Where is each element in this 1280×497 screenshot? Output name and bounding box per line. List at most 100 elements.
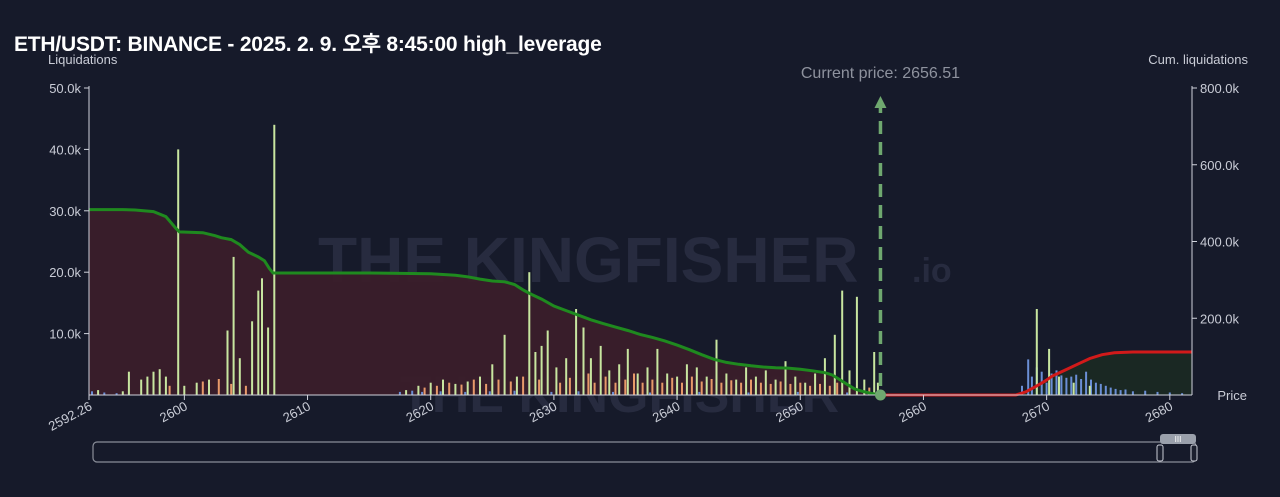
bar-blue <box>1094 382 1097 395</box>
x-tick-label: 2600 <box>157 398 190 425</box>
bar-orange <box>217 379 220 395</box>
bar-green <box>794 376 797 395</box>
bar-blue <box>421 391 424 395</box>
bar-green <box>540 345 543 395</box>
bar-green <box>261 278 263 395</box>
bar-blue <box>1090 379 1092 395</box>
bar-blue <box>1114 388 1117 395</box>
left-tick-label: 10.0k <box>49 327 81 342</box>
bar-blue <box>796 391 799 395</box>
watermark-text-suffix: .io <box>912 252 952 290</box>
current-price-arrow <box>874 96 887 108</box>
bar-orange <box>587 373 590 395</box>
current-price-dot <box>874 389 886 401</box>
bar-blue <box>1156 391 1159 395</box>
scrollbar-right-handle[interactable] <box>1190 444 1198 462</box>
bar-blue <box>1021 385 1023 395</box>
right-tick-label: 200.0k <box>1200 311 1240 326</box>
bar-green <box>656 348 659 395</box>
bar-orange <box>509 381 512 395</box>
bar-blue <box>1144 390 1147 395</box>
bar-green <box>608 370 611 395</box>
bar-orange <box>740 382 743 395</box>
bar-orange <box>759 382 762 395</box>
bar-orange <box>485 383 488 395</box>
bar-orange <box>710 379 713 395</box>
bar-blue <box>1055 370 1058 395</box>
left-axis-label: Liquidations <box>48 52 118 67</box>
bar-green <box>589 358 592 395</box>
bar-green <box>1088 385 1091 395</box>
bar-orange <box>244 385 247 395</box>
bar-green <box>841 290 844 395</box>
bar-green <box>725 373 728 395</box>
bar-blue <box>1119 390 1122 395</box>
liquidation-bars <box>91 124 1184 396</box>
bar-orange <box>593 382 596 395</box>
bar-blue <box>612 391 614 395</box>
bar-orange <box>868 387 871 395</box>
bar-green <box>848 370 851 395</box>
bar-green <box>754 376 757 395</box>
bar-blue <box>1099 383 1102 395</box>
bar-green <box>863 379 866 395</box>
bar-green <box>183 385 186 395</box>
bar-blue <box>488 391 491 395</box>
scrollbar-track[interactable] <box>92 441 1197 463</box>
bar-blue <box>846 392 849 395</box>
bar-green <box>618 364 621 395</box>
bar-green <box>454 383 457 395</box>
bar-orange <box>633 373 635 395</box>
range-scrollbar[interactable]: III <box>92 434 1198 463</box>
bar-blue <box>411 390 414 395</box>
bar-green <box>1048 348 1051 395</box>
x-tick-label: 2592.26 <box>46 398 95 433</box>
bar-green <box>195 382 198 395</box>
bar-orange <box>700 381 703 395</box>
scrollbar-left-handle[interactable] <box>1156 444 1164 462</box>
right-tick-label: 600.0k <box>1200 158 1240 173</box>
bar-green <box>479 376 481 395</box>
bar-orange <box>828 385 831 395</box>
bar-orange <box>836 382 839 395</box>
bar-blue <box>1124 389 1127 395</box>
bar-green <box>626 348 629 395</box>
right-tick-label: 400.0k <box>1200 235 1240 250</box>
bar-green <box>273 124 276 396</box>
bar-blue <box>577 391 580 395</box>
bar-blue <box>1181 393 1184 395</box>
scrollbar-grip[interactable] <box>1160 434 1196 444</box>
bar-blue <box>1065 377 1068 395</box>
bar-blue <box>550 391 553 395</box>
bar-orange <box>168 385 171 395</box>
bar-blue <box>1030 376 1033 395</box>
bar-green <box>636 373 639 395</box>
bar-orange <box>651 379 654 395</box>
bar-orange <box>799 382 802 395</box>
x-tick-label: 2680 <box>1143 398 1176 425</box>
x-tick-label: 2610 <box>280 398 313 425</box>
bar-green <box>146 376 149 395</box>
bar-blue <box>1050 373 1053 395</box>
bar-blue <box>747 392 750 395</box>
right-axis-label: Cum. liquidations <box>1148 52 1248 67</box>
bar-green <box>232 256 235 395</box>
bar-green <box>405 390 408 395</box>
bar-green <box>257 290 260 395</box>
bar-green <box>208 379 210 395</box>
bar-blue <box>1109 387 1112 395</box>
bar-blue <box>1080 379 1083 395</box>
bar-green <box>152 371 155 395</box>
bar-orange <box>559 382 562 395</box>
bar-green <box>1035 309 1038 395</box>
bar-green <box>121 391 124 395</box>
bar-green <box>251 321 254 395</box>
current-price-marker: Current price: 2656.51 <box>801 65 960 401</box>
bar-orange <box>201 381 204 395</box>
bar-green <box>127 371 130 395</box>
cum-long-line <box>89 208 881 397</box>
bar-orange <box>789 383 792 395</box>
bar-green <box>140 379 143 395</box>
bar-green <box>442 379 444 395</box>
